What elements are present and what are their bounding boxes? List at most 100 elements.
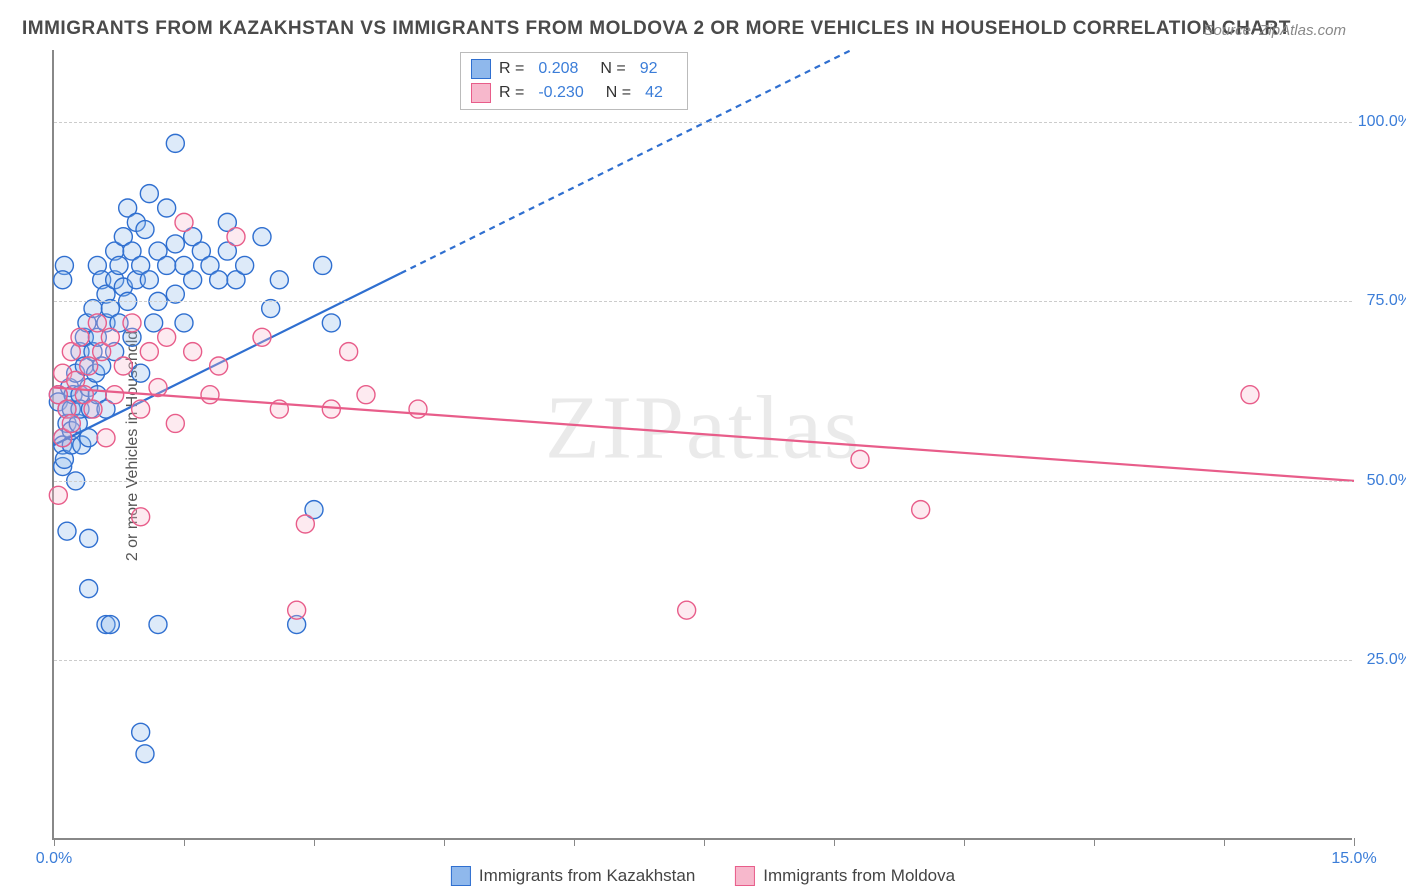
source-attribution: Source: ZipAtlas.com	[1203, 22, 1346, 39]
scatter-point	[210, 357, 228, 375]
scatter-point	[80, 357, 98, 375]
scatter-point	[296, 515, 314, 533]
x-tick	[184, 838, 185, 846]
legend-series-item: Immigrants from Kazakhstan	[451, 866, 695, 886]
scatter-point	[140, 185, 158, 203]
chart-title: IMMIGRANTS FROM KAZAKHSTAN VS IMMIGRANTS…	[22, 18, 1291, 40]
scatter-point	[227, 228, 245, 246]
scatter-point	[357, 386, 375, 404]
scatter-point	[166, 134, 184, 152]
r-label: R =	[499, 57, 524, 81]
scatter-point	[322, 314, 340, 332]
x-tick	[574, 838, 575, 846]
scatter-point	[201, 386, 219, 404]
scatter-point	[140, 343, 158, 361]
x-tick	[834, 838, 835, 846]
scatter-svg	[54, 50, 1352, 838]
gridline	[54, 122, 1352, 123]
gridline	[54, 660, 1352, 661]
x-tick	[54, 838, 55, 846]
correlation-legend: R = 0.208 N = 92 R = -0.230 N = 42	[460, 52, 688, 110]
series-legend: Immigrants from Kazakhstan Immigrants fro…	[451, 866, 955, 886]
scatter-point	[101, 616, 119, 634]
x-tick	[1224, 838, 1225, 846]
r-label: R =	[499, 81, 524, 105]
scatter-point	[851, 450, 869, 468]
scatter-point	[149, 616, 167, 634]
scatter-point	[184, 271, 202, 289]
x-tick	[1094, 838, 1095, 846]
scatter-point	[136, 745, 154, 763]
scatter-point	[58, 522, 76, 540]
scatter-point	[158, 328, 176, 346]
n-value: 42	[645, 81, 663, 105]
scatter-point	[132, 508, 150, 526]
scatter-point	[123, 314, 141, 332]
scatter-point	[49, 486, 67, 504]
legend-series-item: Immigrants from Moldova	[735, 866, 955, 886]
legend-stat-row: R = -0.230 N = 42	[471, 81, 677, 105]
y-tick-label: 100.0%	[1358, 113, 1406, 131]
legend-stat-row: R = 0.208 N = 92	[471, 57, 677, 81]
x-tick	[964, 838, 965, 846]
scatter-point	[158, 256, 176, 274]
x-tick	[704, 838, 705, 846]
x-tick	[1354, 838, 1355, 846]
scatter-point	[106, 386, 124, 404]
scatter-point	[322, 400, 340, 418]
scatter-point	[166, 414, 184, 432]
scatter-point	[140, 271, 158, 289]
scatter-point	[132, 364, 150, 382]
scatter-point	[84, 400, 102, 418]
legend-swatch	[735, 866, 755, 886]
scatter-point	[678, 601, 696, 619]
scatter-point	[54, 271, 72, 289]
scatter-point	[114, 357, 132, 375]
legend-series-label: Immigrants from Moldova	[763, 866, 955, 886]
scatter-point	[210, 271, 228, 289]
y-tick-label: 50.0%	[1367, 472, 1406, 490]
scatter-point	[88, 314, 106, 332]
scatter-point	[80, 580, 98, 598]
trend-line	[54, 388, 1354, 481]
scatter-point	[158, 199, 176, 217]
scatter-point	[62, 414, 80, 432]
y-tick-label: 75.0%	[1367, 292, 1406, 310]
scatter-point	[145, 314, 163, 332]
scatter-point	[253, 328, 271, 346]
scatter-point	[175, 213, 193, 231]
scatter-point	[912, 501, 930, 519]
scatter-point	[110, 256, 128, 274]
n-label: N =	[606, 81, 631, 105]
scatter-point	[132, 400, 150, 418]
scatter-point	[253, 228, 271, 246]
scatter-point	[101, 328, 119, 346]
legend-swatch	[471, 83, 491, 103]
scatter-point	[236, 256, 254, 274]
scatter-point	[409, 400, 427, 418]
scatter-point	[166, 235, 184, 253]
scatter-point	[270, 271, 288, 289]
scatter-point	[71, 328, 89, 346]
r-value: -0.230	[538, 81, 583, 105]
x-tick	[444, 838, 445, 846]
scatter-point	[1241, 386, 1259, 404]
scatter-point	[136, 221, 154, 239]
scatter-point	[184, 343, 202, 361]
scatter-point	[132, 723, 150, 741]
x-tick-label: 0.0%	[36, 850, 72, 868]
x-tick	[314, 838, 315, 846]
legend-series-label: Immigrants from Kazakhstan	[479, 866, 695, 886]
scatter-point	[314, 256, 332, 274]
x-tick-label: 15.0%	[1331, 850, 1376, 868]
scatter-point	[340, 343, 358, 361]
gridline	[54, 301, 1352, 302]
y-tick-label: 25.0%	[1367, 651, 1406, 669]
scatter-point	[175, 314, 193, 332]
r-value: 0.208	[538, 57, 578, 81]
plot-area: ZIPatlas 25.0%50.0%75.0%100.0%0.0%15.0%	[52, 50, 1352, 840]
n-value: 92	[640, 57, 658, 81]
n-label: N =	[600, 57, 625, 81]
scatter-point	[80, 529, 98, 547]
legend-swatch	[451, 866, 471, 886]
